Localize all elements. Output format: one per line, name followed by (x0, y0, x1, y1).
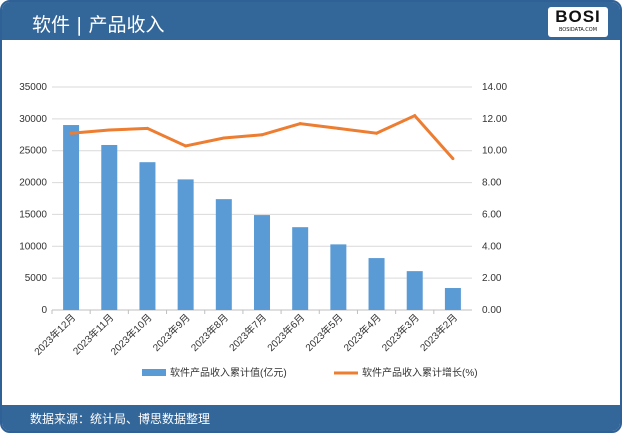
line-point (451, 157, 455, 161)
x-tick-label: 2023年5月 (302, 311, 345, 354)
line-point (145, 126, 149, 130)
line-point (184, 144, 188, 148)
x-tick-label: 2023年4月 (341, 311, 384, 354)
line-point (69, 131, 73, 135)
bar (63, 125, 80, 310)
y-right-tick-label: 10.00 (482, 146, 507, 157)
bar (177, 179, 194, 310)
line-point (336, 126, 340, 130)
y-right-tick-label: 2.00 (482, 273, 502, 284)
y-right-tick-label: 12.00 (482, 114, 507, 125)
line-point (413, 114, 417, 118)
chart: 0 5000 10000 15000 20000 25000 30000 35000 0.00 2… (19, 82, 507, 379)
x-tick-label: 2023年10月 (108, 311, 155, 358)
bar (215, 199, 232, 310)
y-left-tick-label: 25000 (19, 146, 47, 157)
x-tick-label: 2023年9月 (150, 311, 193, 354)
x-tick-label: 2023年7月 (226, 311, 269, 354)
bar (406, 271, 423, 310)
line-point (298, 122, 302, 126)
y-left-tick-label: 35000 (19, 82, 47, 93)
y-left-tick-label: 20000 (19, 178, 47, 189)
line-point (375, 131, 379, 135)
line-point (222, 136, 226, 140)
x-tick-label: 2023年12月 (31, 311, 78, 358)
header: 软件 | 产品收入 BOSI BOSIDATA.COM (2, 2, 620, 40)
line-point (107, 128, 111, 132)
bar (139, 162, 156, 310)
page-title: 软件 | 产品收入 (32, 14, 165, 36)
bar (254, 215, 270, 310)
x-tick-label: 2023年3月 (379, 311, 422, 354)
y-left-tick-label: 5000 (25, 273, 48, 284)
line-point (260, 133, 264, 137)
y-left-tick-label: 15000 (19, 209, 47, 220)
y-left-tick-label: 0 (41, 305, 47, 316)
legend-bar-label: 软件产品收入累计值(亿元) (170, 366, 287, 379)
bar (368, 258, 385, 310)
y-right-tick-label: 0.00 (482, 305, 502, 316)
y-left-tick-label: 10000 (19, 241, 47, 252)
bar (101, 144, 118, 310)
legend-line-label: 软件产品收入累计增长(%) (362, 366, 478, 379)
bar (292, 227, 309, 310)
bar (444, 288, 461, 310)
y-right-tick-label: 8.00 (482, 178, 502, 189)
growth-line (70, 113, 455, 160)
y-left-tick-label: 30000 (19, 114, 47, 125)
x-tick-label: 2023年2月 (417, 311, 460, 354)
y-right-tick-label: 4.00 (482, 241, 502, 252)
legend-bar-swatch (142, 369, 166, 376)
y-right-tick-label: 14.00 (482, 82, 507, 93)
bar (330, 244, 347, 310)
data-source: 数据来源：统计局、博思数据整理 (30, 412, 211, 426)
y-right-tick-label: 6.00 (482, 209, 502, 220)
x-tick-label: 2023年6月 (264, 311, 307, 354)
x-tick-label: 2023年8月 (188, 311, 231, 354)
footer: 数据来源：统计局、博思数据整理 (2, 405, 620, 431)
bosi-logo: BOSI BOSIDATA.COM (548, 7, 608, 37)
